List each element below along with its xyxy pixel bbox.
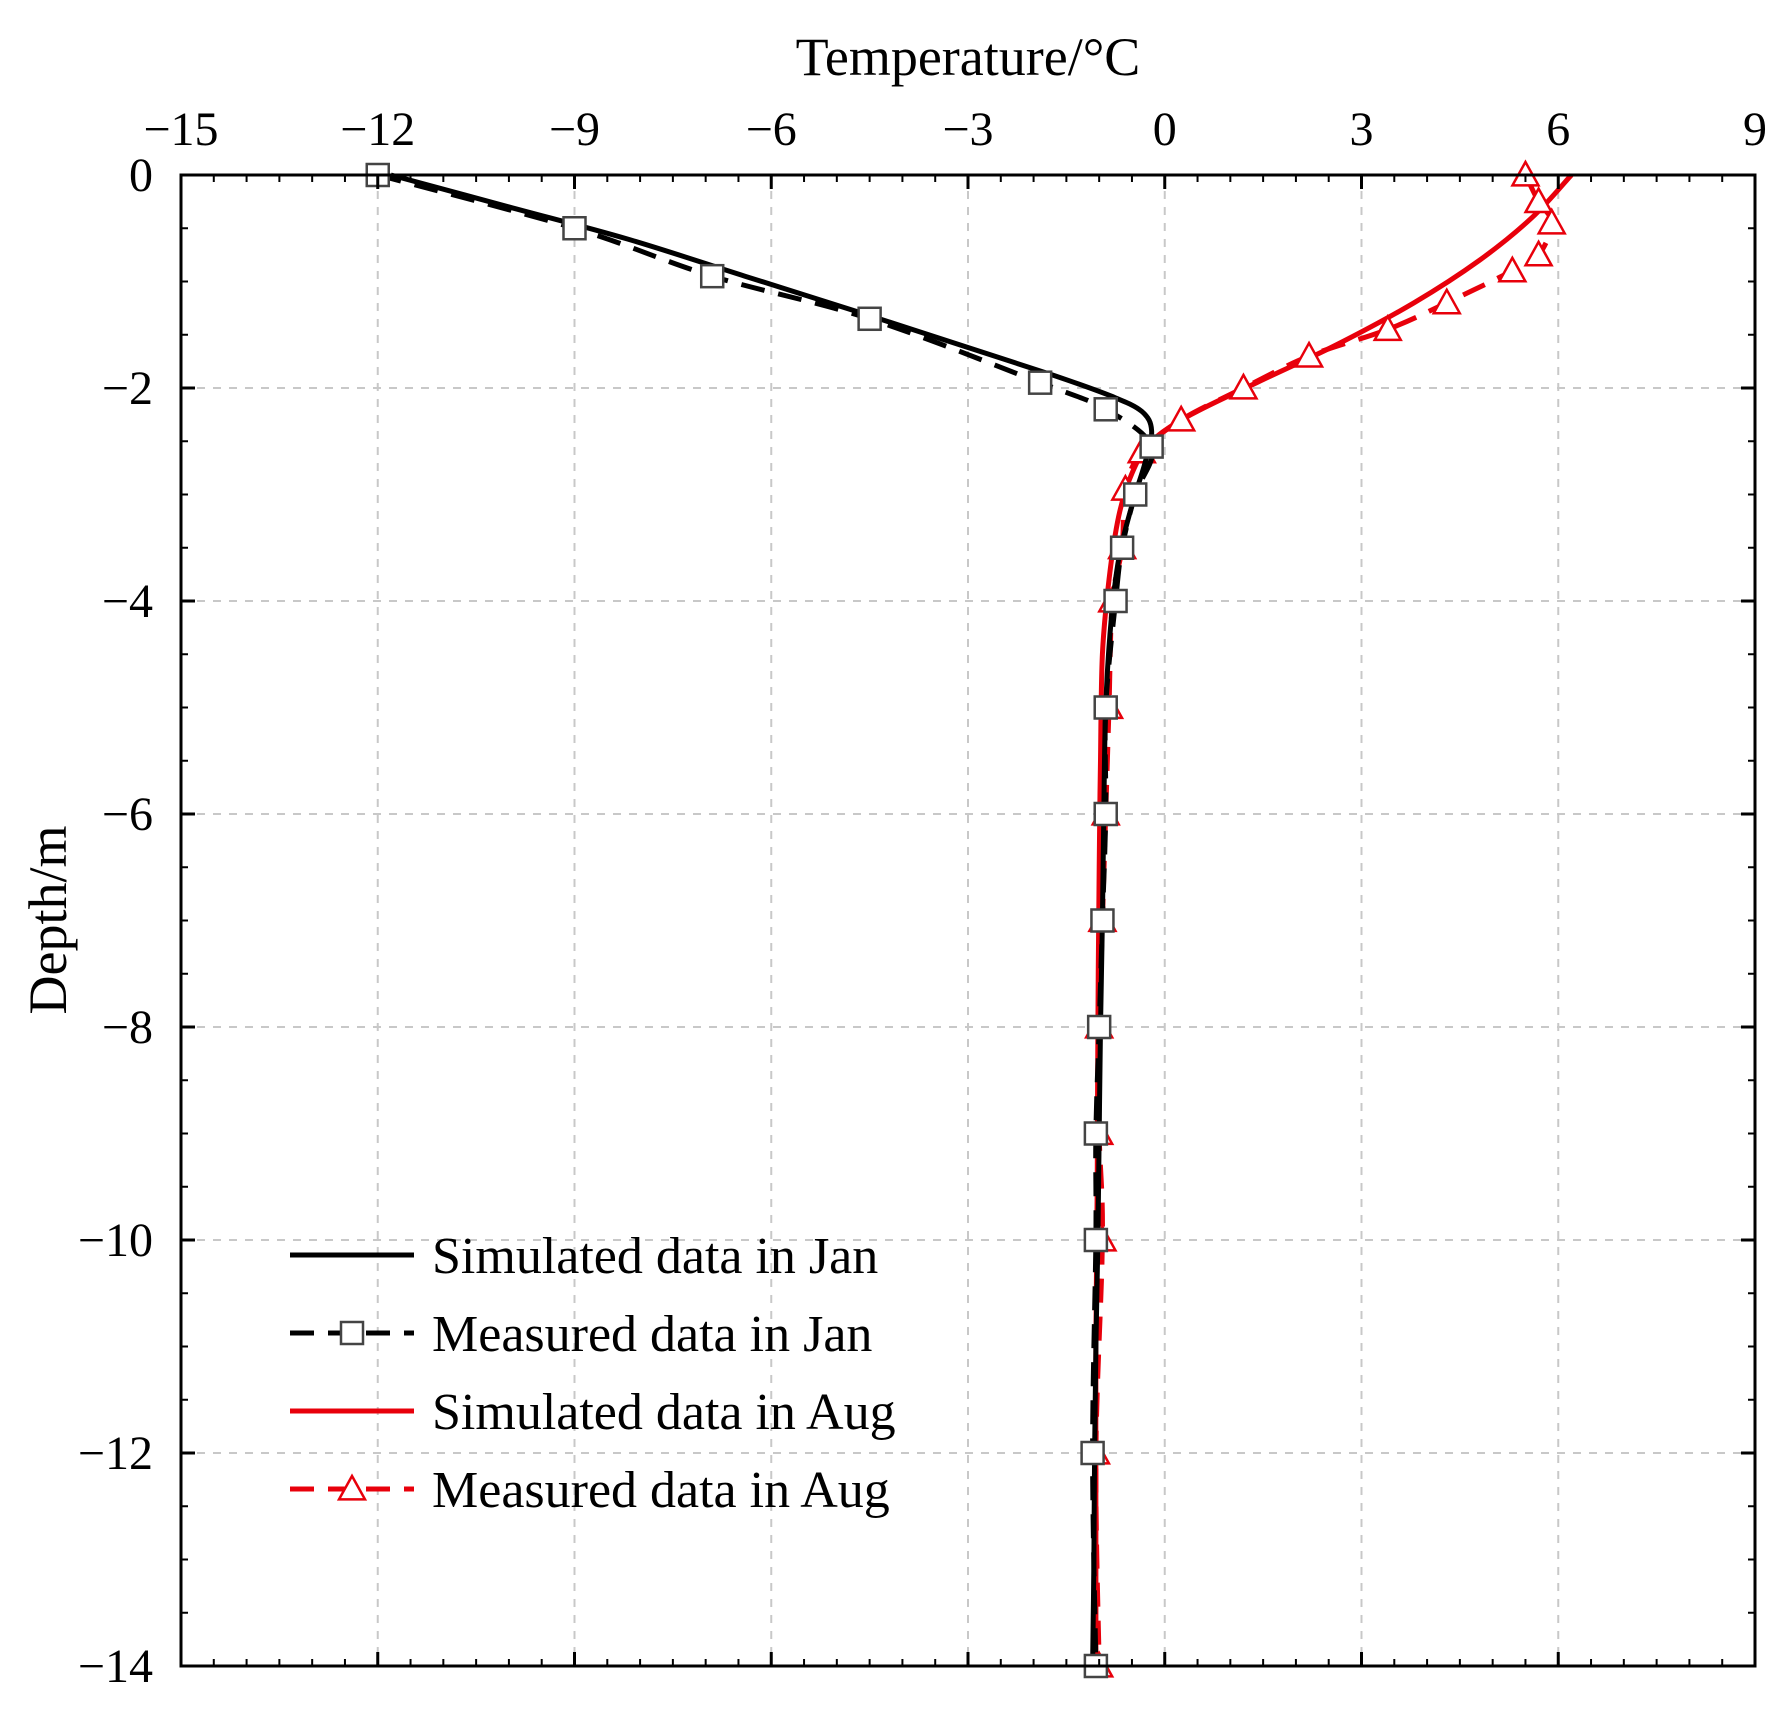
data-point-marker [1523, 239, 1554, 267]
x-axis-label: Temperature/°C [796, 27, 1141, 87]
legend-label: Measured data in Jan [432, 1306, 872, 1363]
data-point-marker [1093, 397, 1118, 422]
x-tick-label: −9 [549, 103, 600, 156]
x-tick-label: −12 [340, 103, 415, 156]
y-axis-label: Depth/m [18, 826, 78, 1015]
data-point-marker [562, 216, 587, 241]
data-point-marker [1086, 1014, 1112, 1040]
data-point-marker [1090, 908, 1115, 933]
data-point-marker [1027, 370, 1053, 395]
data-point-marker [1103, 588, 1128, 614]
y-tick-label: −4 [102, 575, 153, 628]
data-point-marker [1109, 535, 1135, 560]
ticks: −15 −12 −9 −6 −3 0 3 6 9 0 −2 −4 −6 −8 −10 −12 −14 [78, 103, 1767, 1693]
legend: Simulated data in Jan Measured data in Ja… [290, 1228, 896, 1519]
legend-label: Simulated data in Jan [432, 1228, 878, 1285]
data-point-marker [1431, 287, 1462, 315]
y-tick-label: −12 [78, 1427, 153, 1480]
y-tick-label: −14 [78, 1640, 153, 1693]
grid [181, 175, 1755, 1666]
data-point-marker [1083, 1121, 1109, 1146]
data-point-marker [1080, 1440, 1105, 1466]
x-tick-label: −15 [143, 103, 218, 156]
y-tick-label: −2 [102, 362, 153, 415]
series-measured-data-in-jan [365, 162, 1164, 1679]
y-tick-label: 0 [129, 149, 153, 202]
data-point-marker [1523, 186, 1554, 214]
x-tick-label: 9 [1743, 103, 1767, 156]
legend-marker [339, 1320, 365, 1346]
x-tick-label: −6 [746, 103, 797, 156]
data-point-marker [1372, 313, 1403, 342]
y-tick-label: −8 [102, 1001, 153, 1054]
series-layer [365, 159, 1574, 1679]
data-point-marker [1497, 255, 1528, 283]
data-point-marker [1536, 207, 1567, 235]
data-point-marker [1139, 434, 1164, 459]
data-point-marker [857, 306, 882, 332]
legend-label: Simulated data in Aug [432, 1384, 896, 1441]
x-tick-label: 3 [1350, 103, 1374, 156]
x-tick-label: 0 [1153, 103, 1177, 156]
legend-item: Simulated data in Aug [290, 1384, 896, 1441]
y-tick-label: −6 [102, 788, 153, 841]
data-point-marker [1293, 340, 1325, 368]
series-measured-data-in-aug [1080, 159, 1567, 1678]
y-tick-label: −10 [78, 1214, 153, 1267]
legend-item: Simulated data in Jan [290, 1228, 878, 1285]
series-line [377, 172, 1156, 1667]
legend-item: Measured data in Jan [290, 1306, 872, 1363]
series-line [1093, 173, 1574, 1666]
data-point-marker [1093, 695, 1118, 720]
legend-label: Measured data in Aug [432, 1462, 890, 1519]
legend-marker [336, 1473, 368, 1501]
data-point-marker [1122, 482, 1148, 507]
x-tick-label: 6 [1546, 103, 1570, 156]
legend-item: Measured data in Aug [290, 1462, 890, 1519]
data-point-marker [1093, 801, 1118, 827]
data-point-marker [699, 263, 725, 289]
data-point-marker [1228, 372, 1259, 400]
data-point-marker [1083, 1227, 1109, 1253]
data-point-marker [1166, 404, 1197, 432]
x-tick-label: −3 [942, 103, 993, 156]
series-simulated-data-in-aug [1093, 173, 1574, 1666]
